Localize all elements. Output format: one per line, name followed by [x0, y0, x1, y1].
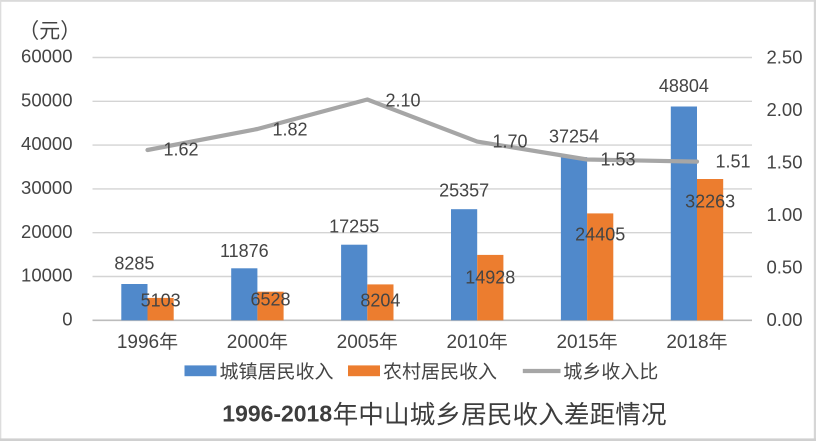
svg-text:24405: 24405 — [575, 225, 625, 245]
svg-text:1.62: 1.62 — [163, 140, 198, 160]
svg-text:2000: 2000 — [227, 332, 269, 353]
svg-text:11876: 11876 — [220, 241, 269, 261]
svg-text:32263: 32263 — [685, 192, 735, 212]
svg-text:1.50: 1.50 — [767, 152, 803, 173]
svg-text:48804: 48804 — [659, 76, 709, 96]
svg-text:25357: 25357 — [439, 181, 489, 201]
svg-text:1996-2018: 1996-2018 — [222, 400, 332, 426]
svg-text:2015: 2015 — [556, 332, 598, 353]
svg-text:6528: 6528 — [250, 290, 290, 310]
svg-text:37254: 37254 — [549, 127, 599, 147]
svg-text:8204: 8204 — [360, 291, 400, 311]
svg-text:2.50: 2.50 — [767, 46, 803, 67]
svg-text:8285: 8285 — [114, 254, 154, 274]
svg-text:1.00: 1.00 — [767, 204, 803, 225]
svg-text:10000: 10000 — [21, 265, 72, 286]
svg-text:2.00: 2.00 — [767, 99, 803, 120]
svg-text:5103: 5103 — [141, 291, 181, 311]
svg-text:50000: 50000 — [21, 89, 72, 110]
svg-text:0: 0 — [62, 308, 72, 329]
svg-text:1.82: 1.82 — [272, 120, 307, 140]
svg-text:17255: 17255 — [329, 217, 379, 237]
svg-text:2.10: 2.10 — [385, 91, 420, 111]
svg-text:2005: 2005 — [337, 332, 379, 353]
svg-text:0.50: 0.50 — [767, 257, 803, 278]
svg-text:20000: 20000 — [21, 221, 72, 242]
svg-text:1.70: 1.70 — [492, 132, 527, 152]
svg-text:60000: 60000 — [21, 46, 72, 67]
svg-text:0.00: 0.00 — [767, 309, 803, 330]
svg-text:40000: 40000 — [21, 133, 72, 154]
svg-text:2010: 2010 — [447, 332, 489, 353]
svg-text:14928: 14928 — [465, 267, 515, 287]
svg-text:1996: 1996 — [117, 332, 159, 353]
svg-text:1.53: 1.53 — [600, 150, 635, 170]
svg-text:1.51: 1.51 — [715, 152, 750, 172]
svg-text:2018: 2018 — [666, 332, 708, 353]
svg-text:30000: 30000 — [21, 177, 72, 198]
